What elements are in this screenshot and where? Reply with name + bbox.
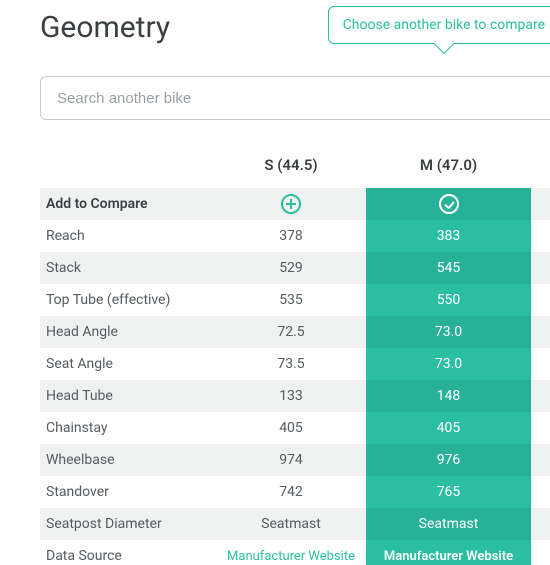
- data-source-label: Data Source: [40, 540, 216, 565]
- cell: 405: [216, 412, 366, 444]
- cell: 765: [366, 476, 531, 508]
- cell: 405: [366, 412, 531, 444]
- compare-label: Add to Compare: [40, 188, 216, 220]
- row-label: Standover: [40, 476, 216, 508]
- cell: 742: [216, 476, 366, 508]
- row-label: Head Angle: [40, 316, 216, 348]
- add-compare-s[interactable]: [216, 188, 366, 220]
- cell: 550: [366, 284, 531, 316]
- cell: Seatmast: [216, 508, 366, 540]
- cell: 73.5: [216, 348, 366, 380]
- cell: 529: [216, 252, 366, 284]
- cell: 976: [366, 444, 531, 476]
- geometry-table: S (44.5) M (47.0) Add to Compare Reach 3…: [40, 156, 550, 565]
- row-label: Wheelbase: [40, 444, 216, 476]
- row-label: Seatpost Diameter: [40, 508, 216, 540]
- data-source-link[interactable]: Manufacturer Website: [384, 549, 513, 564]
- data-source-link[interactable]: Manufacturer Website: [227, 549, 355, 564]
- row-label: Head Tube: [40, 380, 216, 412]
- cell: 73.0: [366, 316, 531, 348]
- plus-icon: [281, 194, 301, 214]
- cell: 535: [216, 284, 366, 316]
- row-label: Top Tube (effective): [40, 284, 216, 316]
- row-label: Chainstay: [40, 412, 216, 444]
- cell: Seatmast: [366, 508, 531, 540]
- row-label: Seat Angle: [40, 348, 216, 380]
- cell: 545: [366, 252, 531, 284]
- cell: 72.5: [216, 316, 366, 348]
- cell: 378: [216, 220, 366, 252]
- cell: 974: [216, 444, 366, 476]
- row-label: Reach: [40, 220, 216, 252]
- cell: 133: [216, 380, 366, 412]
- size-header-m[interactable]: M (47.0): [366, 156, 531, 188]
- compare-tooltip[interactable]: Choose another bike to compare: [328, 6, 550, 44]
- check-icon: [439, 194, 459, 214]
- row-label: Stack: [40, 252, 216, 284]
- cell: 73.0: [366, 348, 531, 380]
- cell: 148: [366, 380, 531, 412]
- size-header-s[interactable]: S (44.5): [216, 156, 366, 188]
- add-compare-m[interactable]: [366, 188, 531, 220]
- search-input[interactable]: [40, 76, 550, 120]
- cell: 383: [366, 220, 531, 252]
